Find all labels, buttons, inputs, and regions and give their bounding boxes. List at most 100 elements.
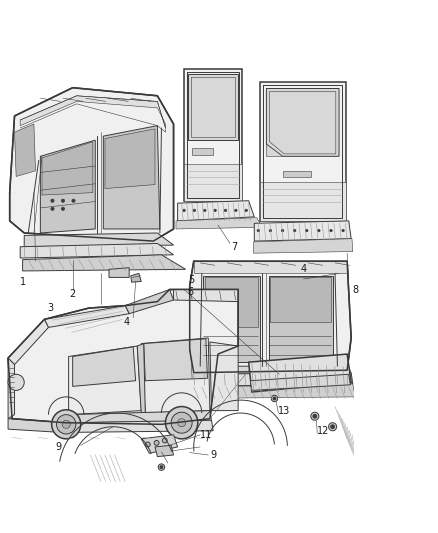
Text: 9: 9 [211,450,217,460]
Polygon shape [250,374,350,390]
Polygon shape [8,418,64,432]
Text: 12: 12 [317,426,329,436]
Circle shape [62,421,70,429]
Text: 2: 2 [70,288,76,298]
Circle shape [273,397,276,400]
Polygon shape [20,96,166,128]
Text: 1: 1 [20,277,26,287]
Circle shape [311,412,319,421]
Circle shape [281,229,284,232]
Polygon shape [103,126,160,229]
Polygon shape [194,261,347,273]
Polygon shape [260,82,346,221]
Polygon shape [42,142,93,195]
Circle shape [331,425,335,429]
Polygon shape [184,164,242,201]
Polygon shape [44,305,129,327]
Polygon shape [105,129,155,189]
Circle shape [160,465,163,469]
Polygon shape [283,171,311,177]
Text: 8: 8 [352,285,358,295]
Polygon shape [8,289,238,424]
Polygon shape [205,277,258,327]
Polygon shape [176,217,262,229]
Polygon shape [125,289,173,314]
Circle shape [318,229,320,232]
Circle shape [154,440,159,445]
Circle shape [52,410,81,439]
Polygon shape [144,339,208,381]
Text: 4: 4 [124,317,130,327]
Text: 5: 5 [188,275,194,285]
Circle shape [313,414,317,418]
Circle shape [72,199,75,203]
Polygon shape [137,344,145,413]
Circle shape [162,438,167,443]
Polygon shape [190,384,355,399]
Circle shape [271,395,278,402]
Circle shape [51,207,54,211]
Polygon shape [69,421,213,432]
Polygon shape [131,273,141,282]
Polygon shape [203,276,260,362]
Polygon shape [109,268,129,277]
Polygon shape [155,445,173,457]
Circle shape [193,209,196,212]
Circle shape [61,199,64,203]
Polygon shape [10,88,173,241]
Circle shape [257,229,260,232]
Polygon shape [24,233,173,247]
Circle shape [177,418,186,427]
Circle shape [306,229,308,232]
Text: 11: 11 [200,430,212,440]
Polygon shape [20,244,173,258]
Polygon shape [270,277,331,322]
Polygon shape [188,74,238,140]
Polygon shape [141,338,210,413]
Polygon shape [269,276,332,362]
Circle shape [342,229,344,232]
Text: 5: 5 [437,285,438,295]
Circle shape [8,374,24,390]
Text: 7: 7 [231,242,237,252]
Circle shape [204,209,206,212]
Circle shape [183,209,185,212]
Text: 3: 3 [47,303,53,313]
Polygon shape [177,201,254,221]
Circle shape [328,423,337,431]
Text: 4: 4 [301,264,307,274]
Circle shape [235,209,237,212]
Polygon shape [69,410,212,423]
Circle shape [171,412,192,433]
Circle shape [245,209,247,212]
Polygon shape [69,346,141,415]
Polygon shape [190,261,351,373]
Polygon shape [40,140,95,233]
Polygon shape [192,366,351,374]
Polygon shape [190,373,353,386]
Polygon shape [23,255,186,271]
Polygon shape [210,342,238,410]
Polygon shape [184,69,242,201]
Polygon shape [8,319,49,365]
Circle shape [166,407,198,439]
Circle shape [293,229,296,232]
Text: 13: 13 [278,406,290,416]
Polygon shape [192,148,213,155]
Circle shape [145,442,150,447]
Circle shape [51,199,54,203]
Circle shape [61,207,64,211]
Polygon shape [249,354,351,392]
Polygon shape [14,124,35,176]
Polygon shape [8,358,14,418]
Polygon shape [173,289,238,302]
Polygon shape [266,88,339,156]
Polygon shape [73,347,136,386]
Circle shape [224,209,227,212]
Polygon shape [254,239,353,253]
Circle shape [158,464,165,470]
Polygon shape [260,182,346,221]
Circle shape [269,229,272,232]
Polygon shape [254,221,351,241]
Polygon shape [141,435,177,454]
